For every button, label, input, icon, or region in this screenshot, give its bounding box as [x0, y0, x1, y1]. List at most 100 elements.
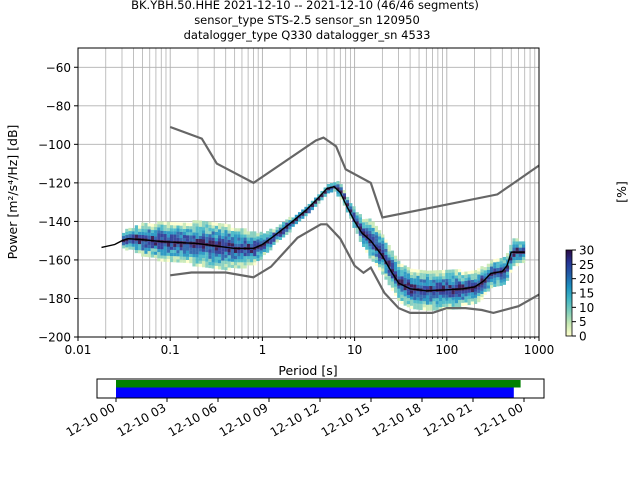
heatmap-cell — [448, 300, 452, 304]
heatmap-cell — [195, 251, 199, 255]
heatmap-cell — [233, 259, 238, 263]
heatmap-cell — [269, 231, 273, 235]
heatmap-cell — [457, 272, 462, 276]
heatmap-cell — [131, 231, 135, 235]
heatmap-cell — [262, 245, 266, 249]
heatmap-cell — [224, 226, 228, 231]
heatmap-cell — [521, 241, 526, 245]
heatmap-cell — [438, 276, 442, 280]
heatmap-cell — [384, 270, 388, 274]
heatmap-cell — [352, 221, 356, 225]
heatmap-cell — [227, 258, 231, 262]
heatmap-cell — [192, 232, 196, 236]
heatmap-cell — [352, 215, 356, 219]
heatmap-cell — [397, 263, 401, 268]
x-tick-label: 0.1 — [161, 343, 180, 357]
heatmap-cell — [480, 269, 484, 273]
heatmap-cell — [272, 238, 276, 242]
heatmap-cell — [243, 243, 247, 247]
heatmap-cell — [166, 227, 170, 232]
heatmap-cell — [221, 260, 225, 264]
heatmap-cell — [141, 231, 145, 236]
heatmap-cell — [464, 274, 468, 278]
noise-model-lines — [169, 125, 540, 315]
heatmap-cell — [377, 264, 382, 268]
heatmap-cell — [393, 274, 398, 278]
heatmap-cell — [189, 250, 193, 254]
heatmap-cell — [406, 297, 410, 302]
x-tick-label: 1000 — [524, 343, 555, 357]
heatmap-cell — [198, 223, 202, 227]
heatmap-cell — [339, 190, 343, 194]
heatmap-cell — [265, 249, 270, 253]
heatmap-cell — [413, 281, 417, 285]
heatmap-cell — [214, 238, 218, 242]
heatmap-cell — [387, 275, 391, 280]
heatmap-cell — [409, 284, 414, 288]
heatmap-cell — [512, 238, 516, 242]
heatmap-cell — [467, 301, 471, 306]
heatmap-cell — [304, 209, 308, 214]
heatmap-cell — [477, 292, 481, 297]
heatmap-cell — [182, 222, 186, 226]
heatmap-cell — [217, 260, 222, 264]
heatmap-cell — [464, 296, 468, 300]
heatmap-cell — [221, 223, 225, 227]
heatmap-cell — [189, 256, 193, 261]
heatmap-cell — [493, 280, 497, 284]
heatmap-cell — [221, 251, 225, 255]
heatmap-cell — [448, 281, 452, 286]
heatmap-cell — [493, 283, 497, 287]
heatmap-cell — [371, 258, 375, 262]
heatmap-cell — [438, 291, 442, 295]
heatmap-cell — [509, 269, 513, 273]
heatmap-cell — [358, 232, 362, 236]
heatmap-cell — [377, 260, 382, 265]
heatmap-cell — [269, 247, 273, 251]
heatmap-cell — [227, 233, 231, 237]
psd-density-heatmap — [121, 181, 526, 311]
heatmap-cell — [246, 243, 250, 247]
heatmap-cell — [205, 258, 209, 262]
heatmap-cell — [246, 240, 250, 244]
heatmap-cell — [169, 258, 174, 263]
heatmap-cell — [387, 248, 391, 252]
heatmap-cell — [237, 237, 241, 241]
heatmap-cell — [502, 269, 506, 273]
heatmap-cell — [240, 262, 244, 266]
heatmap-cell — [419, 303, 423, 307]
heatmap-cell — [169, 237, 174, 241]
heatmap-cell — [425, 286, 430, 290]
heatmap-cell — [425, 276, 430, 280]
heatmap-cell — [438, 270, 442, 274]
heatmap-cell — [438, 285, 442, 289]
heatmap-cell — [454, 278, 458, 282]
heatmap-cell — [374, 250, 378, 254]
heatmap-cell — [457, 281, 462, 285]
heatmap-cell — [483, 270, 487, 274]
time-tick-label: 12-10 03 — [115, 400, 169, 439]
heatmap-cell — [224, 254, 228, 258]
heatmap-cell — [166, 221, 170, 226]
heatmap-cell — [400, 273, 404, 277]
heatmap-cell — [371, 230, 375, 235]
heatmap-cell — [397, 273, 401, 277]
heatmap-cell — [176, 259, 180, 263]
heatmap-cell — [128, 227, 132, 232]
heatmap-cell — [249, 256, 254, 260]
heatmap-cell — [438, 282, 442, 286]
heatmap-cell — [445, 272, 449, 277]
heatmap-cell — [403, 302, 407, 306]
heatmap-cell — [505, 256, 510, 260]
heatmap-cell — [397, 291, 401, 295]
heatmap-cell — [121, 235, 126, 240]
heatmap-cell — [419, 272, 423, 277]
heatmap-cell — [470, 292, 474, 296]
heatmap-cell — [480, 281, 484, 285]
heatmap-cell — [205, 261, 209, 265]
heatmap-cell — [205, 221, 209, 225]
heatmap-cell — [467, 298, 471, 303]
heatmap-cell — [467, 277, 471, 281]
heatmap-cell — [499, 267, 503, 271]
